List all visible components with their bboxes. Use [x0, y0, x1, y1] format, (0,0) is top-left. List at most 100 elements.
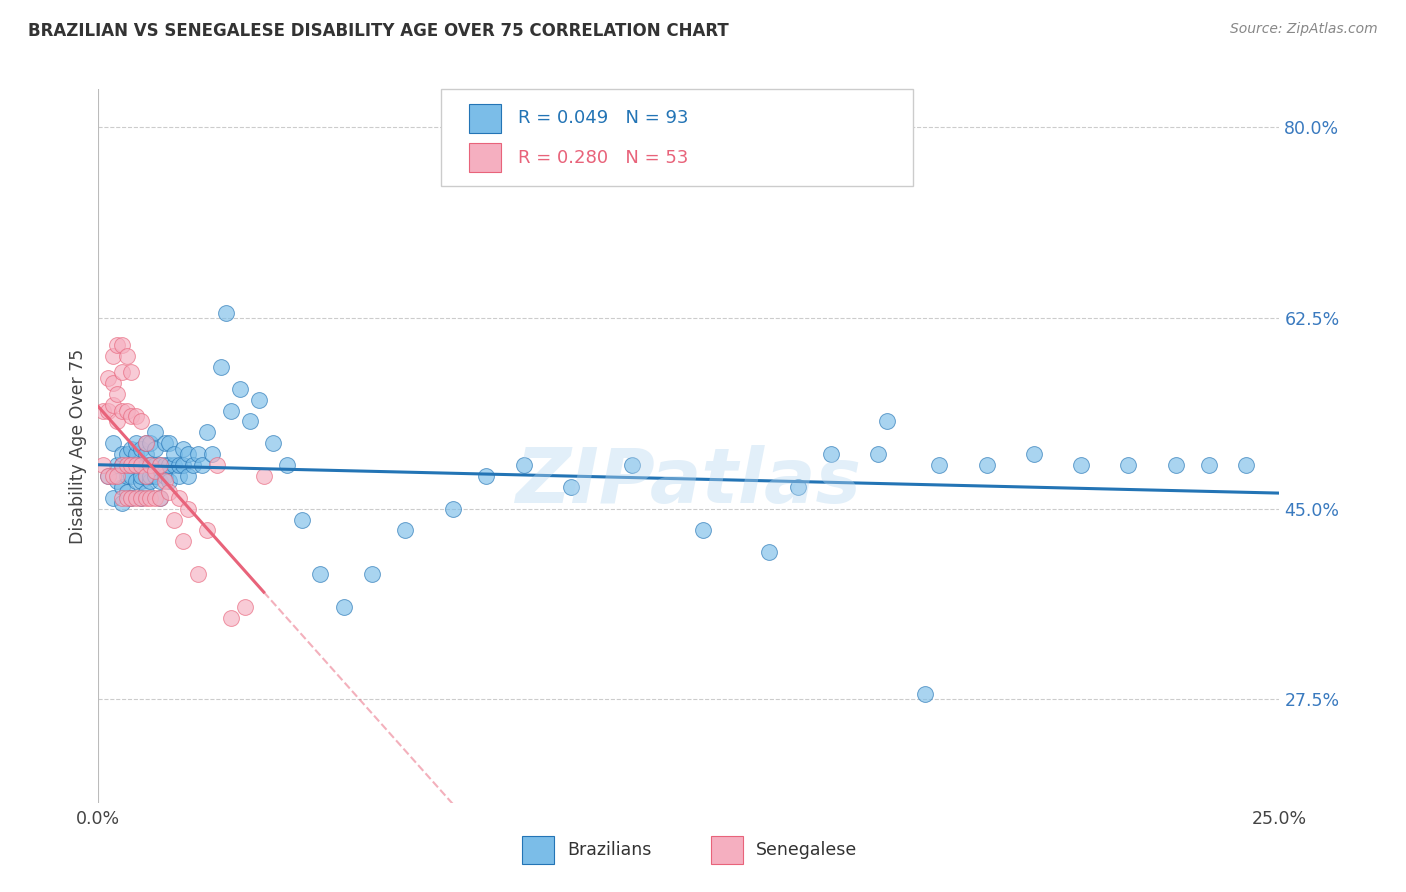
- Point: [1198, 458, 1220, 472]
- Text: Brazilians: Brazilians: [567, 841, 651, 859]
- Point: [167, 458, 190, 472]
- Point: [976, 458, 998, 472]
- Point: [139, 436, 162, 450]
- Point: [111, 458, 134, 472]
- Point: [135, 469, 157, 483]
- Point: [276, 458, 298, 472]
- Point: [129, 469, 152, 483]
- Point: [135, 436, 157, 450]
- Point: [219, 403, 242, 417]
- Text: ZIPatlas: ZIPatlas: [516, 445, 862, 518]
- Point: [115, 469, 138, 483]
- Point: [105, 415, 128, 429]
- Point: [129, 475, 152, 489]
- Point: [125, 475, 148, 489]
- Point: [512, 458, 534, 472]
- Point: [139, 469, 162, 483]
- Point: [290, 512, 312, 526]
- Text: R = 0.049   N = 93: R = 0.049 N = 93: [517, 110, 688, 128]
- Point: [177, 501, 200, 516]
- Point: [91, 458, 114, 472]
- Point: [121, 491, 143, 505]
- Point: [111, 491, 134, 505]
- Point: [309, 567, 332, 582]
- Point: [129, 442, 152, 456]
- Point: [167, 491, 190, 505]
- Point: [1234, 458, 1257, 472]
- Point: [125, 458, 148, 472]
- Point: [205, 458, 228, 472]
- Point: [125, 491, 148, 505]
- Point: [820, 447, 842, 461]
- Point: [333, 599, 356, 614]
- Point: [129, 458, 152, 472]
- Point: [129, 415, 152, 429]
- Point: [177, 469, 200, 483]
- FancyBboxPatch shape: [711, 836, 744, 864]
- Point: [105, 458, 128, 472]
- Point: [253, 469, 276, 483]
- Point: [91, 403, 114, 417]
- Point: [135, 458, 157, 472]
- Point: [149, 458, 172, 472]
- Point: [97, 371, 120, 385]
- Point: [475, 469, 498, 483]
- Point: [239, 415, 262, 429]
- Point: [135, 469, 157, 483]
- Point: [876, 415, 898, 429]
- Point: [153, 458, 176, 472]
- FancyBboxPatch shape: [523, 836, 554, 864]
- Point: [163, 458, 186, 472]
- Point: [149, 491, 172, 505]
- Point: [101, 376, 124, 391]
- Point: [1070, 458, 1092, 472]
- Text: Source: ZipAtlas.com: Source: ZipAtlas.com: [1230, 22, 1378, 37]
- Point: [219, 610, 242, 624]
- FancyBboxPatch shape: [470, 104, 501, 133]
- Point: [111, 496, 134, 510]
- Point: [928, 458, 950, 472]
- Point: [97, 469, 120, 483]
- Point: [866, 447, 889, 461]
- Point: [101, 491, 124, 505]
- Point: [172, 534, 194, 549]
- Point: [121, 458, 143, 472]
- Point: [105, 338, 128, 352]
- Point: [177, 447, 200, 461]
- Y-axis label: Disability Age Over 75: Disability Age Over 75: [69, 349, 87, 543]
- Point: [121, 469, 143, 483]
- Point: [172, 442, 194, 456]
- Point: [229, 382, 252, 396]
- Point: [115, 491, 138, 505]
- Point: [129, 458, 152, 472]
- Point: [157, 436, 180, 450]
- Point: [247, 392, 270, 407]
- Point: [621, 458, 644, 472]
- Point: [143, 458, 166, 472]
- Point: [394, 524, 416, 538]
- Point: [115, 403, 138, 417]
- Point: [1116, 458, 1139, 472]
- Point: [139, 475, 162, 489]
- Point: [121, 366, 143, 380]
- Point: [135, 491, 157, 505]
- Point: [139, 491, 162, 505]
- Point: [115, 447, 138, 461]
- Point: [262, 436, 284, 450]
- FancyBboxPatch shape: [441, 89, 914, 186]
- Point: [149, 458, 172, 472]
- Point: [1164, 458, 1187, 472]
- Point: [125, 409, 148, 423]
- Point: [135, 436, 157, 450]
- Point: [560, 480, 582, 494]
- Point: [111, 458, 134, 472]
- Point: [786, 480, 808, 494]
- Point: [195, 425, 218, 440]
- Point: [167, 469, 190, 483]
- Point: [101, 436, 124, 450]
- Point: [121, 458, 143, 472]
- Point: [111, 403, 134, 417]
- Point: [105, 475, 128, 489]
- Point: [121, 409, 143, 423]
- Point: [157, 485, 180, 500]
